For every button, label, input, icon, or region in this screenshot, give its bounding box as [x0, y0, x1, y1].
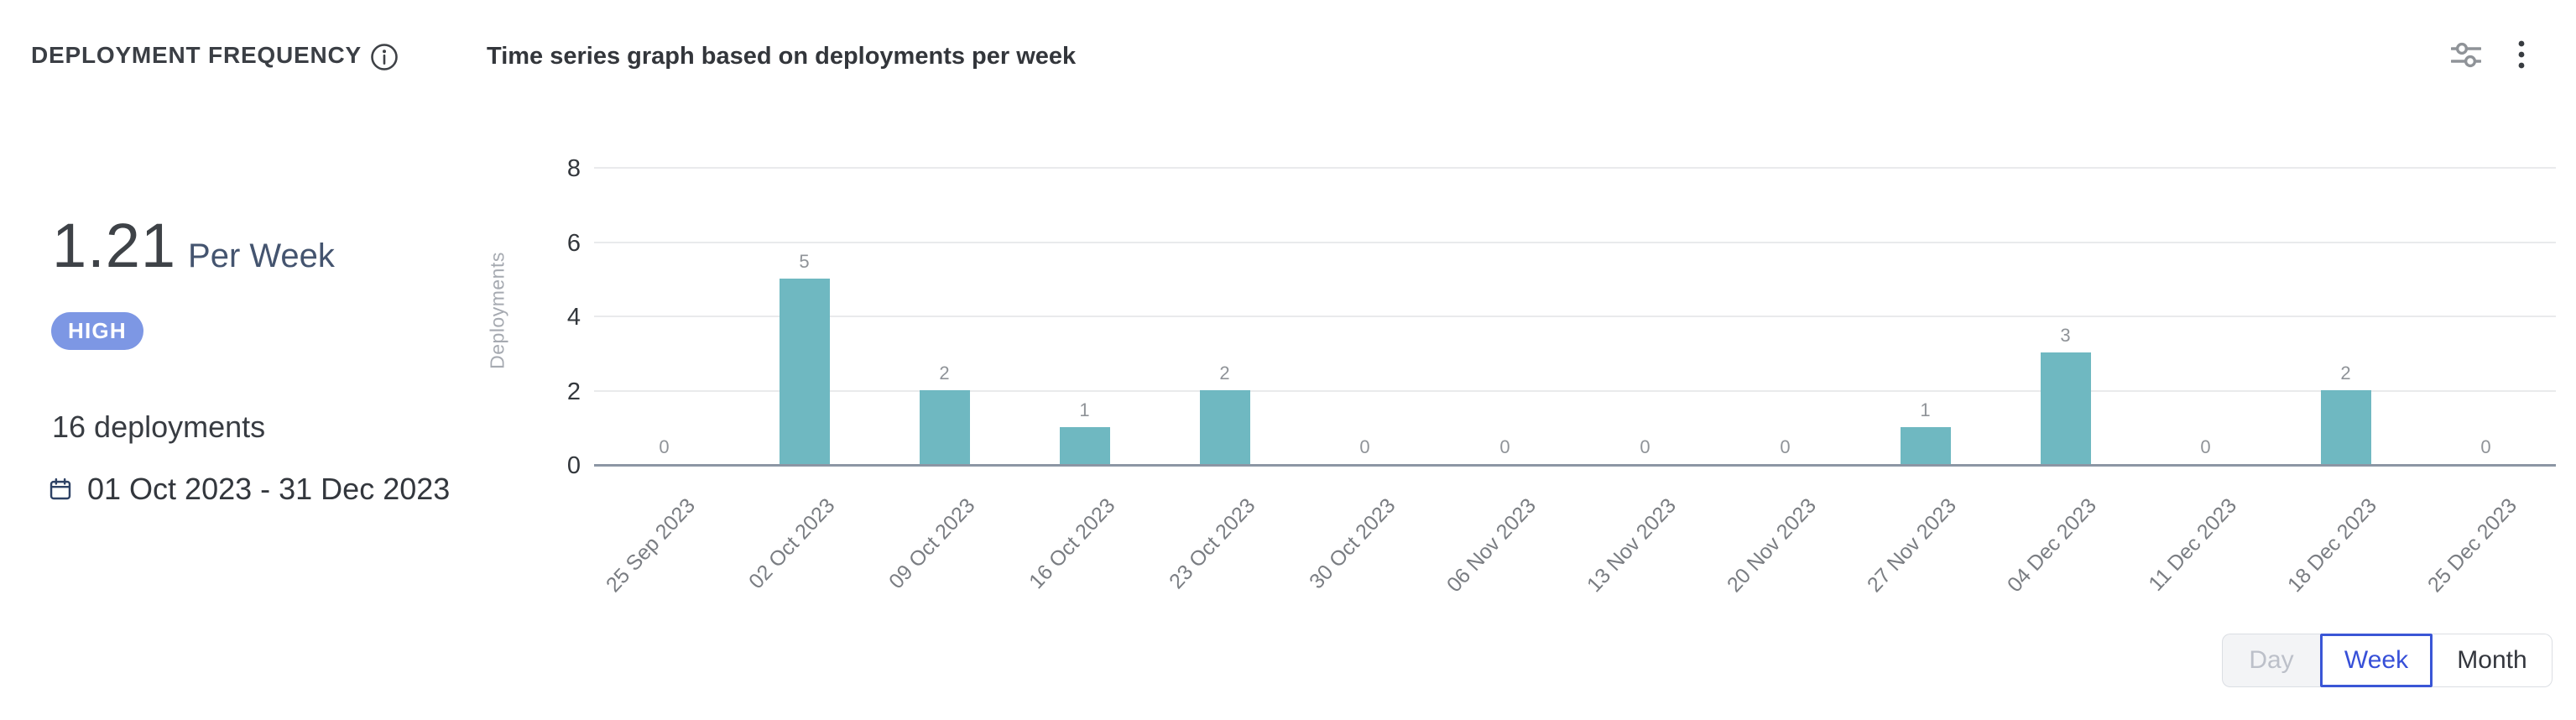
- y-tick-label: 4: [566, 304, 581, 331]
- x-tick-label: 04 Dec 2023: [2002, 493, 2101, 597]
- status-badge: HIGH: [51, 312, 143, 350]
- x-tick-label: 27 Nov 2023: [1862, 493, 1961, 597]
- kebab-menu-icon[interactable]: [2516, 39, 2526, 72]
- x-tick-label: 09 Oct 2023: [884, 493, 980, 594]
- chart-plot: 0 25 Sep 2023 5 02 Oct 2023 2 09 Oct 2023 1 16 …: [594, 167, 2556, 597]
- chart-slot: 0 30 Oct 2023: [1295, 170, 1435, 594]
- chart-slot: 0 13 Nov 2023: [1575, 170, 1715, 597]
- bar-value-label: 0: [1780, 436, 1791, 457]
- bar-value-label: 1: [1920, 399, 1931, 420]
- metric-unit: Per Week: [188, 237, 335, 274]
- y-axis-ticks: 0 2 4 6 8: [503, 156, 581, 478]
- chart-bar[interactable]: [919, 389, 970, 464]
- chart-bar[interactable]: [2040, 352, 2091, 464]
- bar-value-label: 2: [1219, 362, 1230, 383]
- y-tick-label: 0: [566, 452, 581, 479]
- bar-value-label: 1: [1079, 399, 1090, 420]
- x-tick-label: 13 Nov 2023: [1582, 493, 1681, 597]
- chart-gridline: [594, 316, 2556, 317]
- x-tick-label: 06 Nov 2023: [1442, 493, 1541, 597]
- bar-value-label: 5: [799, 250, 810, 272]
- y-tick-label: 6: [566, 229, 581, 257]
- chart-slot: 5 02 Oct 2023: [734, 170, 874, 593]
- chart-bar[interactable]: [1059, 426, 1110, 464]
- x-tick-label: 02 Oct 2023: [744, 493, 840, 594]
- chart-gridline: [594, 389, 2556, 392]
- chart-slot: 0 20 Nov 2023: [1715, 170, 1855, 597]
- bar-value-label: 0: [1359, 436, 1370, 457]
- chart-bar[interactable]: [1199, 389, 1250, 464]
- x-tick-label: 25 Sep 2023: [601, 493, 700, 597]
- y-tick-label: 8: [566, 155, 581, 182]
- x-tick-label: 20 Nov 2023: [1722, 493, 1821, 597]
- x-tick-label: 11 Dec 2023: [2143, 493, 2241, 596]
- x-tick-label: 23 Oct 2023: [1165, 493, 1260, 594]
- chart-slot: 0 25 Sep 2023: [594, 170, 734, 597]
- chart-slot: 1 27 Nov 2023: [1855, 170, 1995, 597]
- toggle-day[interactable]: Day: [2222, 634, 2320, 687]
- bar-value-label: 2: [939, 362, 950, 383]
- x-tick-label: 16 Oct 2023: [1025, 493, 1120, 594]
- bar-value-label: 0: [1499, 436, 1510, 457]
- chart-settings-sliders-icon[interactable]: [2451, 42, 2481, 69]
- date-range-row: 01 Oct 2023 - 31 Dec 2023: [49, 472, 450, 507]
- chart-slot: 2 23 Oct 2023: [1155, 170, 1295, 593]
- chart-bar[interactable]: [1900, 426, 1951, 464]
- y-tick-label: 2: [566, 378, 581, 405]
- x-tick-label: 30 Oct 2023: [1305, 493, 1400, 594]
- chart-slot: 2 18 Dec 2023: [2276, 170, 2416, 597]
- bar-value-label: 0: [1640, 436, 1650, 457]
- x-tick-label: 25 Dec 2023: [2422, 493, 2521, 597]
- toggle-week[interactable]: Week: [2320, 634, 2433, 687]
- bar-value-label: 3: [2060, 325, 2071, 347]
- metric-value-row: 1.21 Per Week: [52, 210, 335, 281]
- info-icon[interactable]: [369, 42, 399, 72]
- x-tick-label: 18 Dec 2023: [2282, 493, 2381, 597]
- chart-gridline: [594, 167, 2556, 169]
- metric-value: 1.21: [52, 211, 177, 280]
- toggle-month[interactable]: Month: [2433, 634, 2553, 687]
- bar-value-label: 0: [2200, 436, 2211, 457]
- chart-slot: 0 25 Dec 2023: [2416, 170, 2556, 597]
- total-deployments: 16 deployments: [52, 410, 266, 444]
- bar-value-label: 2: [2340, 362, 2351, 383]
- date-range: 01 Oct 2023 - 31 Dec 2023: [87, 472, 451, 506]
- bar-value-label: 0: [659, 436, 670, 457]
- chart-slot: 0 11 Dec 2023: [2135, 170, 2276, 596]
- chart-slot: 3 04 Dec 2023: [1995, 170, 2135, 597]
- chart-slot: 2 09 Oct 2023: [874, 170, 1014, 593]
- chart-slot: 1 16 Oct 2023: [1014, 170, 1155, 593]
- chart-subtitle: Time series graph based on deployments p…: [487, 43, 1077, 70]
- card-title: DEPLOYMENT FREQUENCY: [31, 42, 362, 68]
- chart-gridline: [594, 241, 2556, 243]
- chart-bar[interactable]: [779, 278, 830, 464]
- period-toggle-group: Day Week Month: [2222, 634, 2553, 687]
- bar-value-label: 0: [2480, 436, 2491, 457]
- chart-bar[interactable]: [2320, 389, 2371, 464]
- calendar-icon: [50, 477, 71, 500]
- chart-slot: 0 06 Nov 2023: [1435, 170, 1575, 597]
